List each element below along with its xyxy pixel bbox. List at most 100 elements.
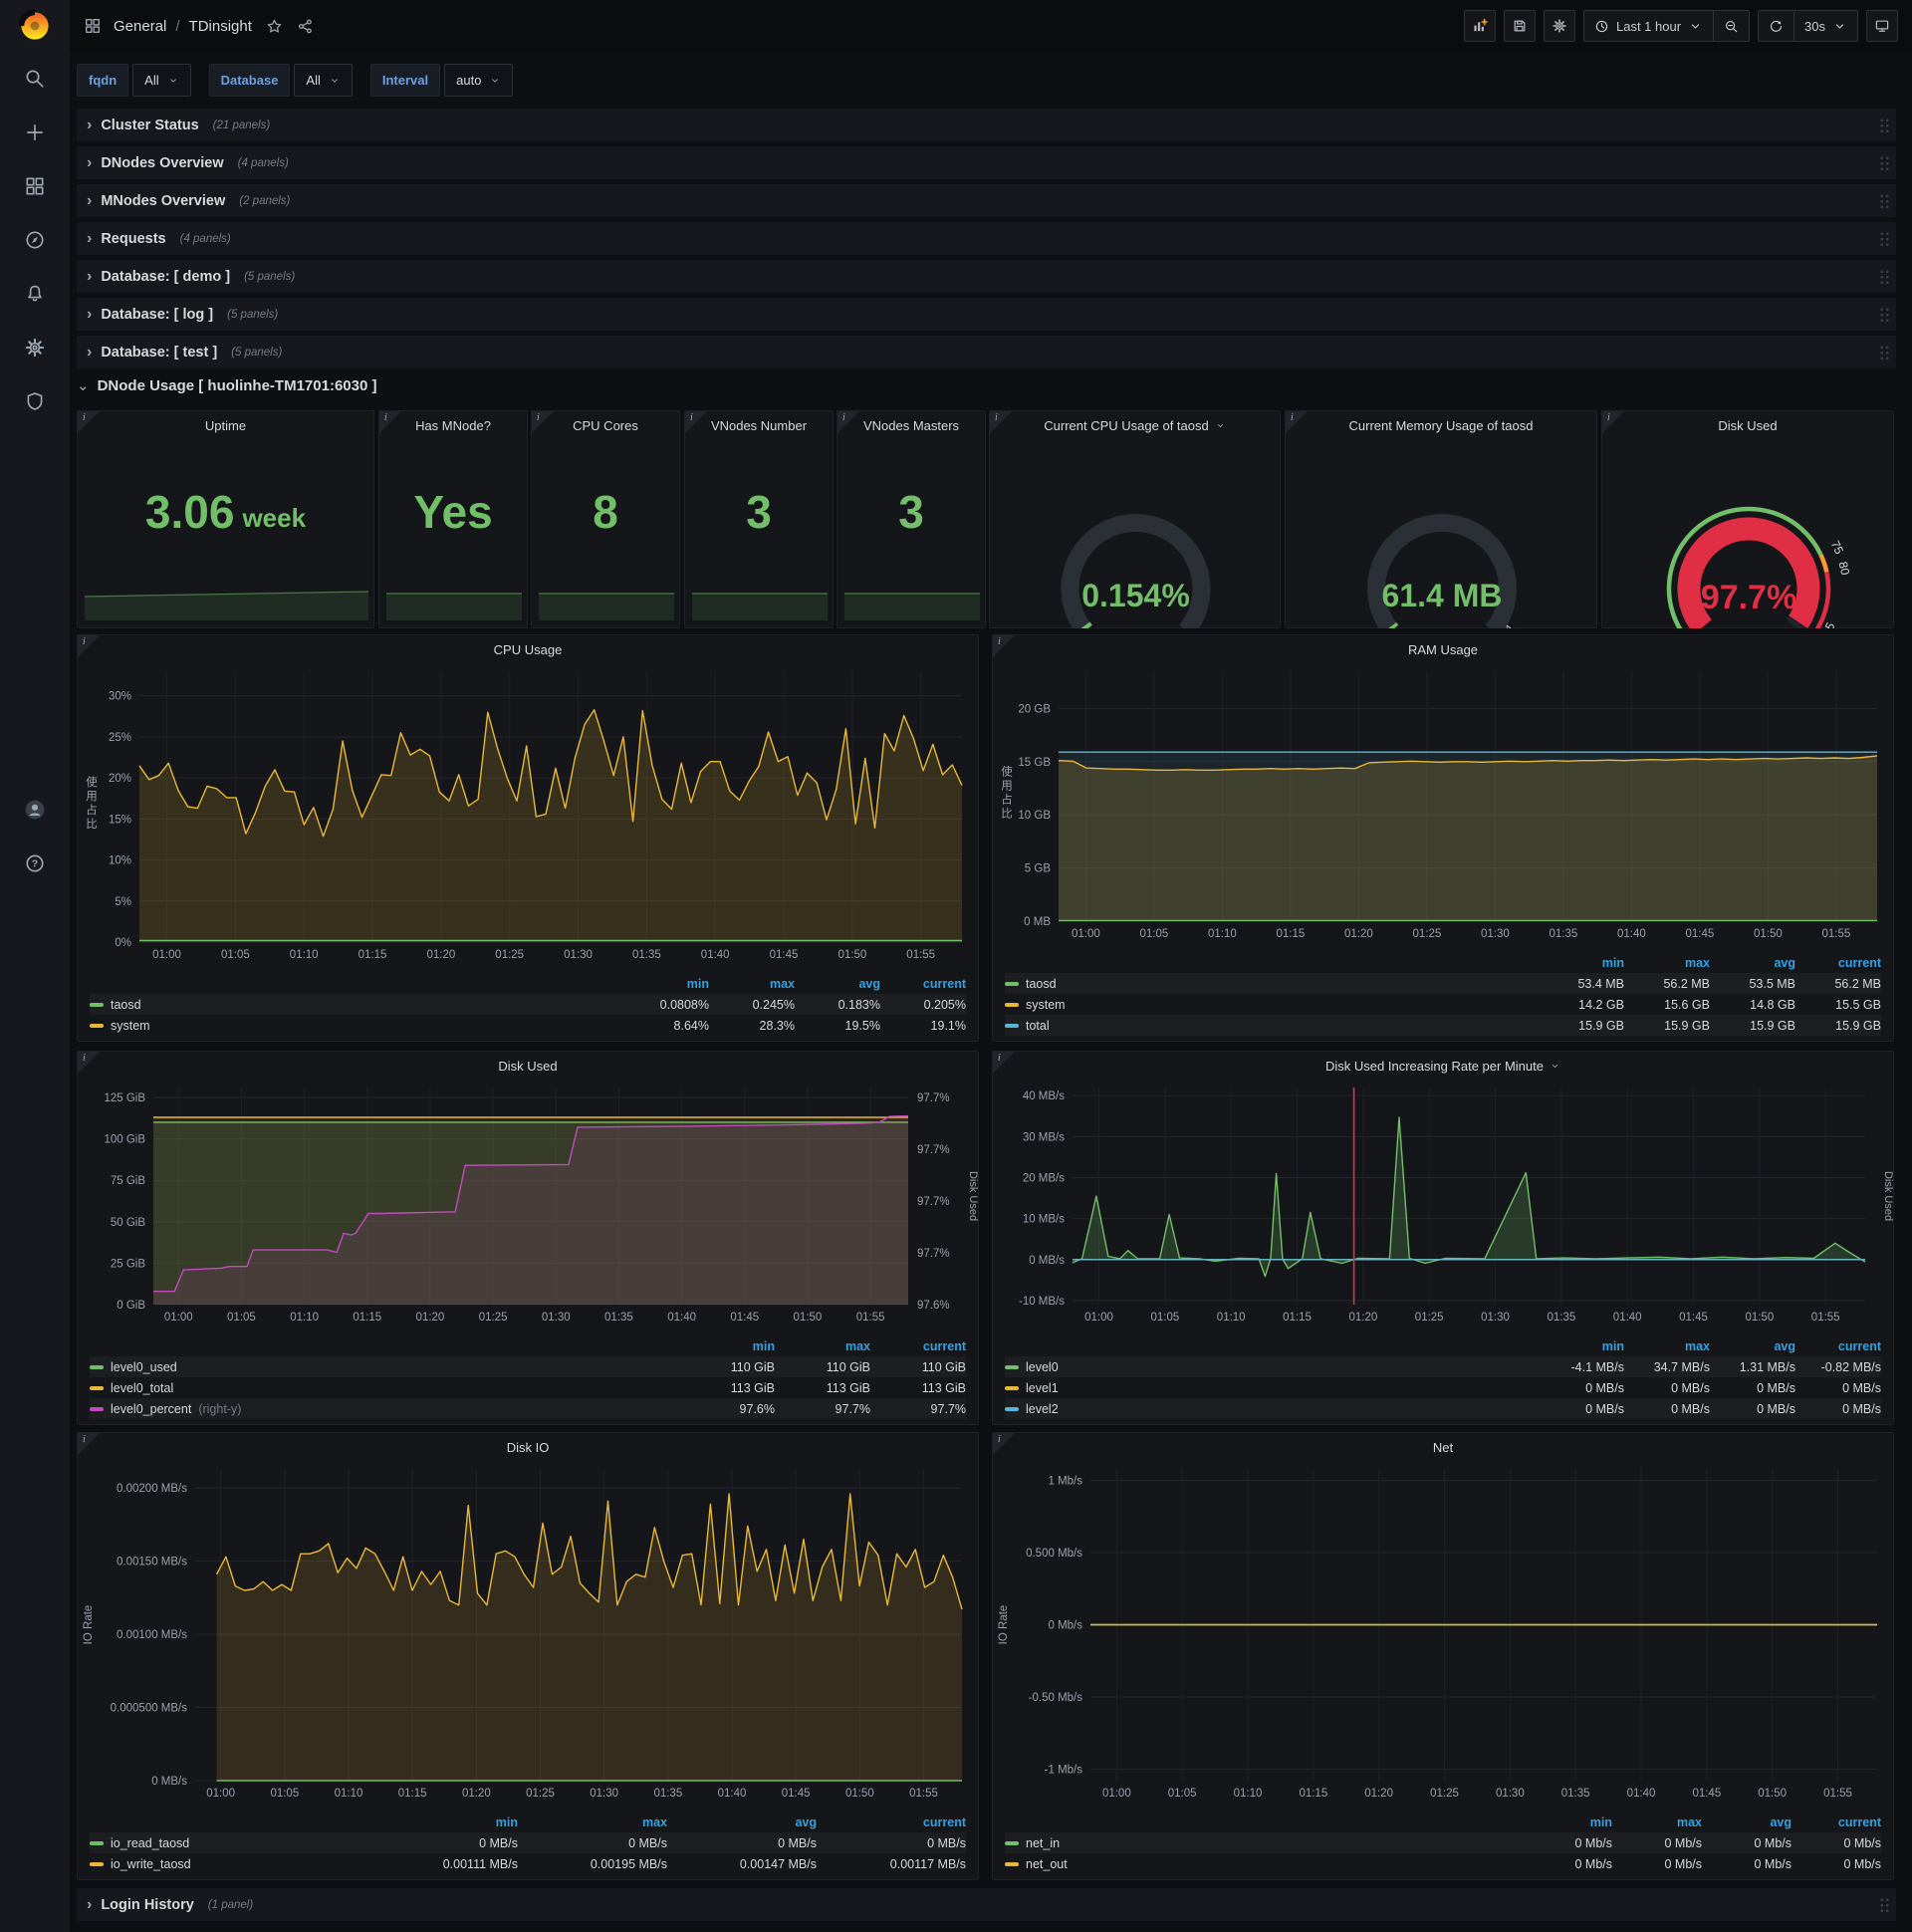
variable-value-fqdn[interactable]: All [132, 64, 191, 97]
series-color-swatch [1005, 1861, 1019, 1866]
save-dashboard-button[interactable] [1503, 10, 1536, 42]
legend-series-toggle[interactable]: system [1005, 998, 1539, 1012]
legend-value: 53.5 MB [1749, 976, 1795, 991]
panel-title[interactable]: RAM Usage [1407, 641, 1479, 657]
zoom-out-button[interactable] [1713, 11, 1749, 41]
row-drag-handle[interactable] [1879, 307, 1890, 322]
legend-series-toggle[interactable]: system [90, 1019, 623, 1033]
row-drag-handle[interactable] [1879, 231, 1890, 246]
row-drag-handle[interactable] [1879, 155, 1890, 170]
panel-title[interactable]: Disk Used [498, 1058, 558, 1074]
panel-info-icon[interactable]: i [993, 1052, 1015, 1074]
row-panel-count: (4 panels) [179, 232, 231, 245]
star-icon[interactable] [266, 18, 283, 35]
add-panel-button[interactable] [1463, 10, 1496, 42]
row-drag-handle[interactable] [1879, 118, 1890, 132]
sidebar-compass-icon[interactable] [0, 213, 70, 267]
share-icon[interactable] [297, 18, 314, 35]
dashboard-row-1[interactable]: › Cluster Status (21 panels) [77, 109, 1896, 141]
dashboard-row-3[interactable]: › MNodes Overview (2 panels) [77, 184, 1896, 217]
legend-series-toggle[interactable]: taosd [1005, 977, 1539, 991]
panel-stat-0: Uptime i 3.06 week [77, 410, 374, 628]
legend-series-toggle[interactable]: level0_percent (right-y) [90, 1402, 679, 1416]
dashboard-row-login-history[interactable]: › Login History (1 panel) [77, 1888, 1896, 1921]
dashboard-row-dnode-usage[interactable]: ⌄ DNode Usage [ huolinhe-TM1701:6030 ] [77, 376, 376, 395]
legend-series-toggle[interactable]: level0_used [90, 1360, 679, 1374]
panel-title[interactable]: Disk IO [506, 1439, 550, 1455]
legend-series-toggle[interactable]: io_write_taosd [90, 1857, 368, 1871]
panel-title[interactable]: Current Memory Usage of taosd [1348, 417, 1534, 433]
panel-title[interactable]: Net [1432, 1439, 1454, 1455]
legend-series-toggle[interactable]: level0 [1005, 1360, 1539, 1374]
panel-title[interactable]: CPU Usage [493, 641, 563, 657]
variable-label-Interval[interactable]: Interval [369, 64, 441, 97]
legend-value: 0 Mb/s [1574, 1835, 1612, 1850]
variable-label-Database[interactable]: Database [208, 64, 291, 97]
panel-info-icon[interactable]: i [993, 635, 1015, 657]
panel-title[interactable]: Current CPU Usage of taosd [990, 411, 1280, 439]
legend-series-toggle[interactable]: total [1005, 1019, 1539, 1033]
sidebar-gear-icon[interactable] [0, 321, 70, 374]
panel-info-icon[interactable]: i [78, 1052, 100, 1074]
svg-text:30 MB/s: 30 MB/s [1023, 1131, 1065, 1143]
row-drag-handle[interactable] [1879, 193, 1890, 208]
row-drag-handle[interactable] [1879, 269, 1890, 284]
svg-text:125 GiB: 125 GiB [104, 1092, 145, 1104]
sidebar-avatar-icon[interactable] [0, 783, 70, 837]
panel-info-icon[interactable]: i [78, 1433, 100, 1455]
legend-value: 0 MB/s [1671, 1401, 1710, 1416]
legend-series-toggle[interactable]: level2 [1005, 1402, 1539, 1416]
panel-info-icon[interactable]: i [685, 411, 707, 433]
sidebar-bell-icon[interactable] [0, 267, 70, 321]
breadcrumb-page[interactable]: TDinsight [188, 17, 252, 35]
panel-title[interactable]: Disk Used [1718, 417, 1778, 433]
legend-value: 110 GiB [730, 1359, 775, 1374]
panel-title[interactable]: VNodes Masters [862, 417, 960, 433]
panel-info-icon[interactable]: i [78, 635, 100, 657]
panel-info-icon[interactable]: i [1602, 411, 1624, 433]
row-drag-handle[interactable] [1879, 345, 1890, 360]
panel-info-icon[interactable]: i [990, 411, 1012, 433]
legend-series-toggle[interactable]: io_read_taosd [90, 1836, 368, 1850]
row-drag-handle[interactable] [1879, 1897, 1890, 1912]
panel-title[interactable]: VNodes Number [710, 417, 808, 433]
legend-series-toggle[interactable]: level0_total [90, 1381, 679, 1395]
dashboard-settings-button[interactable] [1543, 10, 1575, 42]
legend-series-toggle[interactable]: taosd [90, 998, 623, 1012]
panel-info-icon[interactable]: i [78, 411, 100, 433]
legend-series-toggle[interactable]: net_in [1005, 1836, 1523, 1850]
panel-info-icon[interactable]: i [1286, 411, 1308, 433]
panel-title[interactable]: CPU Cores [573, 417, 638, 433]
panel-info-icon[interactable]: i [379, 411, 401, 433]
panel-title[interactable]: Has MNode? [415, 417, 491, 433]
variable-value-Interval[interactable]: auto [444, 64, 514, 97]
variable-value-Database[interactable]: All [294, 64, 353, 97]
panel-title[interactable]: Disk Used Increasing Rate per Minute [993, 1052, 1893, 1080]
legend-series-toggle[interactable]: level1 [1005, 1381, 1539, 1395]
sidebar-apps-icon[interactable] [0, 159, 70, 213]
panel-info-icon[interactable]: i [532, 411, 554, 433]
dashboard-row-2[interactable]: › DNodes Overview (4 panels) [77, 146, 1896, 179]
dashboard-row-5[interactable]: › Database: [ demo ] (5 panels) [77, 260, 1896, 293]
dashboard-row-6[interactable]: › Database: [ log ] (5 panels) [77, 298, 1896, 331]
refresh-button[interactable] [1759, 11, 1793, 41]
breadcrumb-section[interactable]: General [114, 17, 167, 35]
svg-text:01:25: 01:25 [526, 1788, 555, 1800]
dashboard-row-4[interactable]: › Requests (4 panels) [77, 222, 1896, 255]
panel-title[interactable]: Uptime [204, 417, 247, 433]
sidebar-help-icon[interactable]: ? [0, 837, 70, 890]
svg-text:20 GB: 20 GB [1018, 703, 1051, 715]
cycle-view-button[interactable] [1866, 10, 1898, 42]
panel-info-icon[interactable]: i [837, 411, 859, 433]
legend-series-toggle[interactable]: net_out [1005, 1857, 1523, 1871]
panel-info-icon[interactable]: i [993, 1433, 1015, 1455]
grafana-logo[interactable] [0, 0, 70, 52]
svg-text:01:55: 01:55 [906, 949, 935, 961]
sidebar-shield-icon[interactable] [0, 374, 70, 428]
time-range-picker[interactable]: Last 1 hour [1584, 11, 1713, 41]
sidebar-search-icon[interactable] [0, 52, 70, 106]
refresh-interval-picker[interactable]: 30s [1793, 11, 1857, 41]
dashboard-row-7[interactable]: › Database: [ test ] (5 panels) [77, 336, 1896, 368]
variable-label-fqdn[interactable]: fqdn [77, 64, 129, 97]
sidebar-plus-icon[interactable] [0, 106, 70, 159]
